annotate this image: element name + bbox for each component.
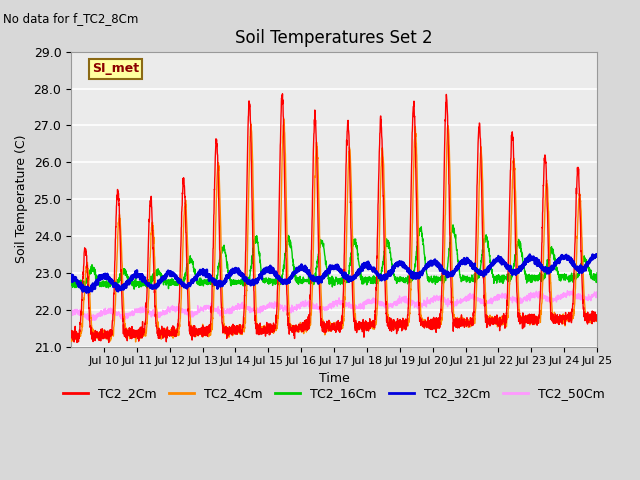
X-axis label: Time: Time (319, 372, 349, 385)
TC2_2Cm (435, 319, 442, 325)
TC2_2Cm (502, 316, 509, 322)
TC2_16Cm (502, 275, 509, 280)
TC2_16Cm (131, 286, 138, 292)
TC2_50Cm (570, 288, 577, 293)
TC2_4Cm (435, 322, 442, 327)
TC2_2Cm (234, 328, 242, 334)
TC2_2Cm (401, 325, 408, 331)
TC2_50Cm (593, 291, 601, 297)
TC2_16Cm (435, 276, 442, 281)
Y-axis label: Soil Temperature (C): Soil Temperature (C) (15, 135, 28, 264)
Line: TC2_32Cm: TC2_32Cm (71, 254, 597, 293)
TC2_2Cm (463, 324, 470, 329)
TC2_32Cm (435, 264, 442, 269)
TC2_50Cm (435, 294, 442, 300)
TC2_32Cm (234, 268, 242, 274)
TC2_2Cm (67, 334, 75, 340)
Text: No data for f_TC2_8Cm: No data for f_TC2_8Cm (3, 12, 139, 25)
TC2_50Cm (435, 295, 442, 300)
TC2_50Cm (67, 312, 75, 317)
Legend: TC2_2Cm, TC2_4Cm, TC2_16Cm, TC2_32Cm, TC2_50Cm: TC2_2Cm, TC2_4Cm, TC2_16Cm, TC2_32Cm, TC… (58, 383, 610, 406)
TC2_2Cm (73, 339, 81, 345)
TC2_2Cm (278, 91, 286, 96)
TC2_16Cm (463, 279, 470, 285)
TC2_32Cm (435, 264, 442, 269)
Text: SI_met: SI_met (92, 62, 140, 75)
TC2_50Cm (501, 291, 509, 297)
TC2_4Cm (463, 322, 470, 327)
TC2_50Cm (234, 303, 242, 309)
TC2_4Cm (435, 321, 442, 327)
TC2_4Cm (234, 328, 242, 334)
TC2_2Cm (435, 323, 442, 329)
TC2_16Cm (435, 278, 442, 284)
Title: Soil Temperatures Set 2: Soil Temperatures Set 2 (236, 29, 433, 48)
Line: TC2_16Cm: TC2_16Cm (71, 225, 597, 289)
TC2_32Cm (83, 290, 90, 296)
TC2_32Cm (593, 252, 601, 257)
TC2_16Cm (593, 270, 601, 276)
TC2_50Cm (401, 294, 408, 300)
TC2_4Cm (67, 337, 75, 343)
TC2_4Cm (132, 339, 140, 345)
TC2_32Cm (401, 265, 408, 271)
TC2_16Cm (234, 281, 242, 287)
Line: TC2_50Cm: TC2_50Cm (71, 290, 597, 321)
TC2_50Cm (462, 298, 470, 304)
Line: TC2_2Cm: TC2_2Cm (71, 94, 597, 342)
TC2_16Cm (401, 276, 408, 282)
TC2_32Cm (462, 258, 470, 264)
TC2_50Cm (87, 318, 95, 324)
TC2_16Cm (449, 222, 457, 228)
TC2_32Cm (526, 252, 534, 257)
TC2_4Cm (502, 317, 509, 323)
TC2_32Cm (67, 274, 75, 280)
TC2_4Cm (593, 314, 601, 320)
TC2_2Cm (593, 316, 601, 322)
Line: TC2_4Cm: TC2_4Cm (71, 119, 597, 342)
TC2_4Cm (280, 116, 287, 121)
TC2_16Cm (67, 277, 75, 283)
TC2_4Cm (401, 321, 408, 327)
TC2_32Cm (501, 261, 509, 266)
